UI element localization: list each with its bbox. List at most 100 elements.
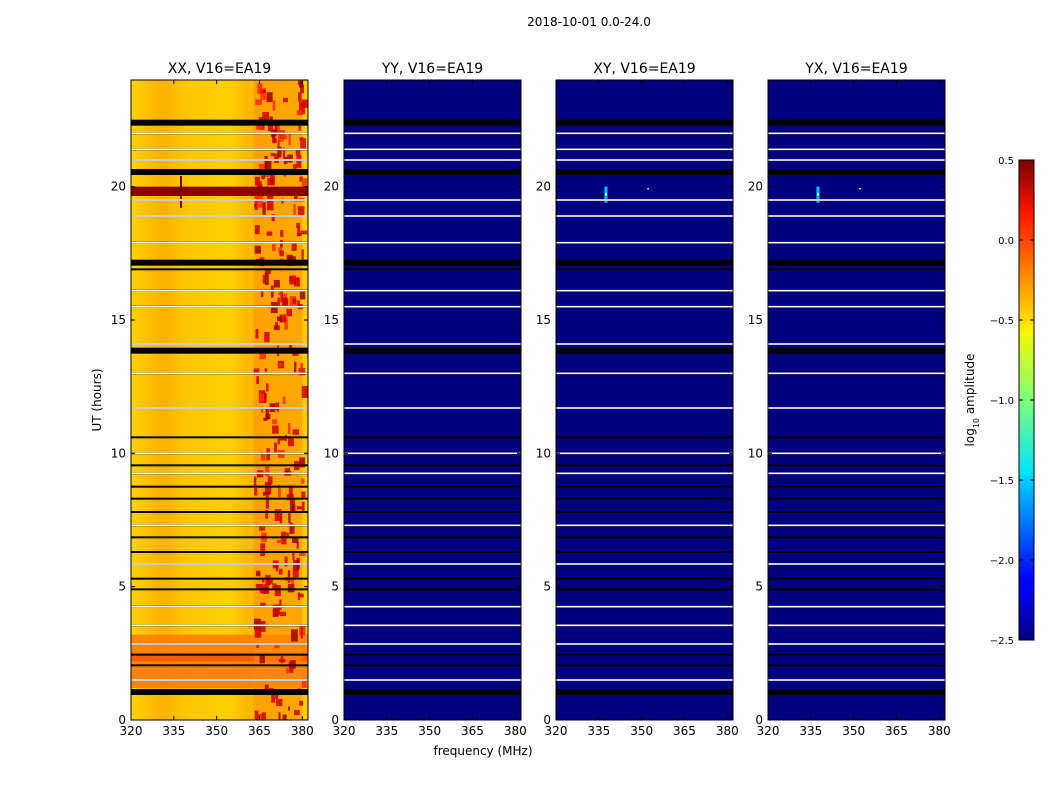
flag-row-thick <box>556 689 733 695</box>
flag-row <box>556 577 733 580</box>
gap-row <box>768 679 945 681</box>
flag-row <box>556 653 733 656</box>
x-tick-label: 380 <box>291 724 314 738</box>
colorbar-tick-label: −2.5 <box>990 636 1014 647</box>
flag-row-thick <box>131 689 308 695</box>
y-tick-label: 5 <box>118 580 126 594</box>
rfi-streak <box>284 468 291 473</box>
gap-row <box>768 343 945 345</box>
rfi-streak <box>254 484 258 496</box>
rfi-streak <box>265 407 269 420</box>
panel-2-image <box>556 80 733 720</box>
x-tick-label: 320 <box>545 724 568 738</box>
rfi-streak <box>274 509 282 521</box>
rfi-streak <box>297 206 305 217</box>
gap-row <box>344 563 521 565</box>
rfi-streak <box>253 368 260 375</box>
rfi-streak <box>264 684 269 692</box>
rfi-streak <box>266 92 273 103</box>
rfi-streak <box>271 134 276 138</box>
x-tick-label: 320 <box>120 724 143 738</box>
rfi-streak <box>254 225 260 235</box>
rfi-streak <box>277 539 284 543</box>
flag-row <box>131 436 308 439</box>
rfi-streak <box>289 665 296 669</box>
gap-row <box>556 132 733 135</box>
rfi-streak <box>296 541 299 549</box>
gap-row <box>344 215 521 217</box>
rfi-streak <box>268 121 274 132</box>
rfi-streak <box>255 99 262 105</box>
y-tick-label: 10 <box>324 446 339 460</box>
rfi-streak <box>285 298 288 304</box>
panel-3-frame <box>767 79 946 721</box>
rfi-streak <box>272 425 279 434</box>
rfi-streak <box>292 536 299 544</box>
gap-row <box>556 624 733 627</box>
gap-row <box>556 452 733 455</box>
colorbar-label-main: log <box>963 428 977 446</box>
rfi-streak <box>254 245 261 254</box>
rfi-streak <box>289 276 293 283</box>
panel-1: YY, V16=EA19 320 335 350 365 380 0 5 10 15 20 <box>324 61 527 738</box>
x-tick-label: 335 <box>162 724 185 738</box>
flag-row <box>768 485 945 488</box>
rfi-streak <box>277 297 280 308</box>
rfi-streak <box>265 574 271 586</box>
rfi-streak <box>288 706 291 711</box>
flag-row <box>344 511 521 513</box>
panel-0-title: XX, V16=EA19 <box>168 61 271 77</box>
rfi-streak <box>299 700 304 706</box>
gap-row <box>556 199 733 201</box>
flag-row <box>344 497 521 500</box>
rfi-streak <box>267 476 273 485</box>
gap-row <box>556 563 733 565</box>
flag-row-thick <box>556 259 733 266</box>
flag-row-thick <box>344 259 521 266</box>
rfi-streak <box>267 178 274 186</box>
gap-row <box>556 159 733 161</box>
rfi-streak <box>266 200 274 211</box>
flag-row <box>131 664 308 667</box>
flag-row <box>768 588 945 591</box>
rfi-streak <box>272 419 278 425</box>
rfi-streak <box>277 316 282 322</box>
rfi-streak <box>282 714 287 720</box>
gap-row <box>556 372 733 375</box>
gap-row <box>556 643 733 645</box>
rfi-streak <box>262 112 270 125</box>
flag-row-thick <box>556 119 733 126</box>
flag-row <box>768 664 945 667</box>
rfi-streak <box>273 279 280 288</box>
rfi-streak <box>275 564 279 572</box>
gap-row <box>131 148 308 151</box>
rfi-streak <box>277 139 280 148</box>
x-tick-label: 350 <box>205 724 228 738</box>
x-axis-label: frequency (MHz) <box>433 744 532 758</box>
y-tick-label: 5 <box>331 580 339 594</box>
rfi-streak <box>294 277 300 287</box>
y-tick-label: 0 <box>331 713 339 727</box>
burst-dot <box>859 188 861 190</box>
rfi-streak <box>282 97 288 103</box>
y-tick-label: 5 <box>755 580 763 594</box>
gap-row <box>131 159 308 161</box>
flag-row <box>768 511 945 513</box>
rfi-streak <box>287 437 294 447</box>
rfi-streak <box>259 620 266 632</box>
rfi-streak <box>300 230 308 235</box>
rfi-streak <box>254 710 259 720</box>
gap-row <box>768 215 945 217</box>
rfi-streak <box>296 222 300 228</box>
flag-row-thick <box>556 169 733 175</box>
gap-row <box>131 241 308 244</box>
gap-row <box>344 624 521 627</box>
rfi-streak <box>274 442 277 454</box>
gap-row <box>556 407 733 409</box>
flag-row-thick <box>131 259 308 266</box>
rfi-streak <box>286 308 293 317</box>
gap-row <box>131 372 308 375</box>
flag-row <box>344 464 521 467</box>
rfi-streak <box>278 247 282 254</box>
rfi-streak <box>263 417 268 421</box>
